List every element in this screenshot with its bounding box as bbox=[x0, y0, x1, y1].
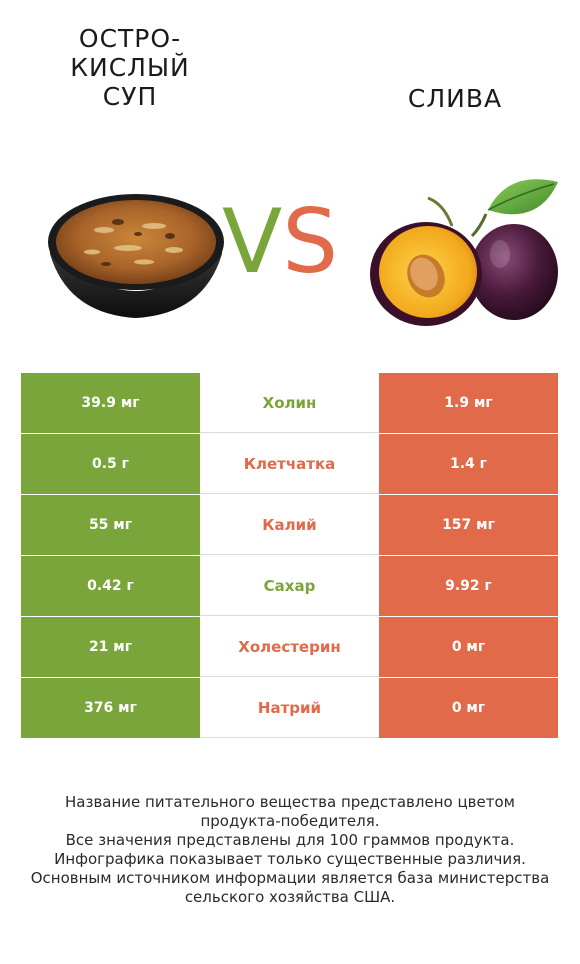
left-value-cell: 376 мг bbox=[21, 678, 200, 738]
nutrient-name-cell: Холин bbox=[200, 373, 379, 433]
vs-label: VS bbox=[222, 196, 352, 288]
table-row: 21 мг Холестерин 0 мг bbox=[21, 617, 558, 678]
table-row: 0.5 г Клетчатка 1.4 г bbox=[21, 434, 558, 495]
nutrient-name-cell: Холестерин bbox=[200, 617, 379, 677]
footnote-line: сельского хозяйства США. bbox=[184, 888, 396, 906]
right-value-cell: 157 мг bbox=[379, 495, 558, 555]
footnote: Название питательного вещества представл… bbox=[20, 793, 560, 907]
right-value-cell: 0 мг bbox=[379, 617, 558, 677]
nutrient-name-cell: Натрий bbox=[200, 678, 379, 738]
nutrient-name-cell: Калий bbox=[200, 495, 379, 555]
footnote-line: Инфографика показывает только существенн… bbox=[54, 850, 526, 868]
vs-letter-s: S bbox=[282, 190, 339, 293]
nutrient-name-cell: Клетчатка bbox=[200, 434, 379, 494]
right-value-cell: 1.4 г bbox=[379, 434, 558, 494]
nutrient-name-cell: Сахар bbox=[200, 556, 379, 616]
right-value-cell: 1.9 мг bbox=[379, 373, 558, 433]
left-value-cell: 0.42 г bbox=[21, 556, 200, 616]
right-value-cell: 9.92 г bbox=[379, 556, 558, 616]
left-value-cell: 0.5 г bbox=[21, 434, 200, 494]
footnote-line: Название питательного вещества представл… bbox=[65, 793, 515, 811]
table-row: 55 мг Калий 157 мг bbox=[21, 495, 558, 556]
left-title-line: СУП bbox=[102, 82, 158, 111]
footnote-line: продукта-победителя. bbox=[200, 812, 380, 830]
table-row: 39.9 мг Холин 1.9 мг bbox=[21, 373, 558, 434]
left-value-cell: 55 мг bbox=[21, 495, 200, 555]
table-row: 0.42 г Сахар 9.92 г bbox=[21, 556, 558, 617]
left-value-cell: 21 мг bbox=[21, 617, 200, 677]
table-row: 376 мг Натрий 0 мг bbox=[21, 678, 558, 738]
footnote-line: Все значения представлены для 100 граммо… bbox=[65, 831, 515, 849]
left-title-line: КИСЛЫЙ bbox=[70, 53, 190, 82]
right-value-cell: 0 мг bbox=[379, 678, 558, 738]
footnote-line: Основным источником информации является … bbox=[30, 869, 550, 887]
soup-bowl-image bbox=[48, 194, 224, 318]
left-value-cell: 39.9 мг bbox=[21, 373, 200, 433]
right-product-title: СЛИВА bbox=[407, 84, 503, 113]
vs-letter-v: V bbox=[222, 190, 283, 293]
left-product-title: ОСТРО- КИСЛЫЙ СУП bbox=[40, 24, 220, 111]
left-title-line: ОСТРО- bbox=[78, 24, 182, 53]
plum-image bbox=[370, 179, 558, 326]
comparison-table: 39.9 мг Холин 1.9 мг 0.5 г Клетчатка 1.4 г 55 … bbox=[21, 373, 558, 738]
